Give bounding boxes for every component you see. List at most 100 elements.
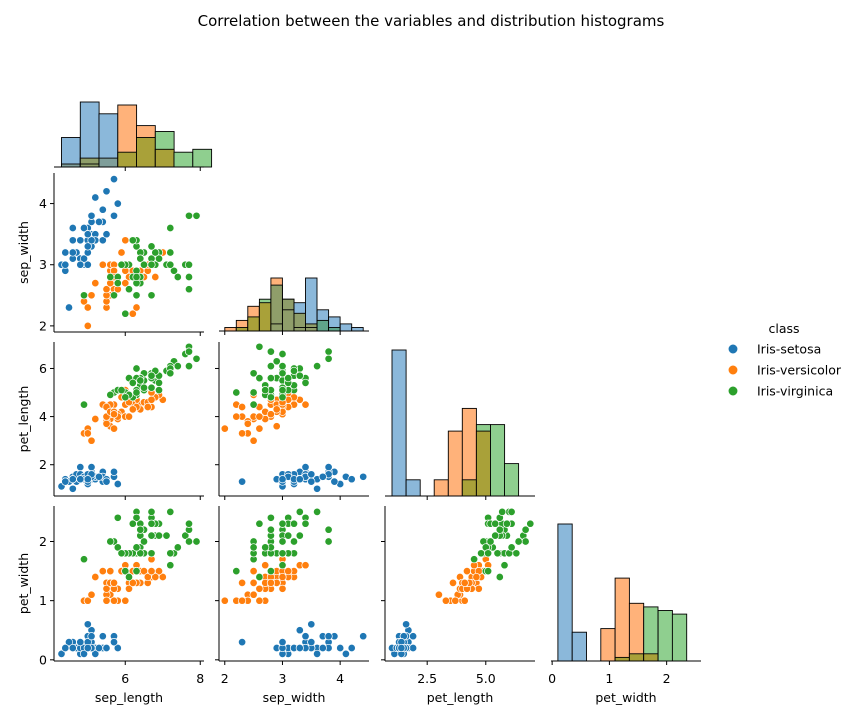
- scatter-point: [238, 596, 247, 605]
- histogram-sep_width: [219, 277, 369, 332]
- histogram-bar: [351, 327, 364, 332]
- scatter-point: [278, 572, 287, 582]
- scatter-point: [61, 248, 70, 257]
- scatter-point: [102, 419, 111, 428]
- scatter-point: [266, 567, 275, 576]
- scatter-point: [184, 285, 194, 294]
- scatter-point: [106, 390, 115, 399]
- scatter-point: [128, 378, 137, 387]
- scatter-point: [249, 543, 258, 552]
- histogram-bar: [235, 327, 249, 332]
- legend-marker: [727, 385, 739, 397]
- scatter-point: [113, 479, 122, 489]
- scatter-point: [121, 596, 130, 605]
- scatter-point: [83, 230, 92, 239]
- scatter-point: [117, 386, 126, 395]
- scatter-point: [313, 362, 322, 371]
- scatter-point: [94, 643, 104, 653]
- scatter-point: [238, 638, 247, 647]
- scatter-point: [147, 291, 156, 300]
- histogram-bar: [154, 148, 175, 168]
- x-axis-label: sep_length: [95, 690, 163, 705]
- legend-marker: [727, 343, 739, 355]
- scatter-point: [301, 519, 310, 528]
- scatter-point: [83, 429, 92, 438]
- scatter-point: [278, 475, 287, 484]
- scatter-point: [136, 376, 145, 385]
- x-axis-label: pet_width: [595, 690, 656, 705]
- scatter-point: [98, 205, 107, 214]
- scatter-point: [173, 543, 182, 552]
- scatter-point: [128, 405, 137, 414]
- scatter-point: [166, 561, 175, 570]
- histogram-bar: [405, 479, 421, 497]
- scatter-point: [132, 364, 141, 373]
- y-axis-label: pet_length: [16, 386, 31, 453]
- scatter-point: [139, 537, 149, 546]
- scatter-point: [301, 400, 310, 409]
- histogram-bar: [657, 610, 673, 662]
- scatter-point: [121, 309, 130, 318]
- histogram-bar: [571, 631, 587, 662]
- scatter-panel-pet_length-vs-sep_width: [218, 342, 369, 497]
- y-tick-label: 4: [39, 196, 47, 211]
- scatter-point: [57, 649, 66, 658]
- scatter-point: [143, 402, 152, 412]
- scatter-point: [500, 561, 509, 570]
- y-axis-label: pet_width: [16, 553, 31, 614]
- x-tick-label: 6: [121, 671, 129, 686]
- scatter-point: [184, 519, 194, 528]
- scatter-point: [102, 230, 111, 239]
- scatter-point: [255, 374, 264, 383]
- y-tick-label: 6: [39, 361, 47, 376]
- scatter-point: [147, 395, 156, 404]
- scatter-point: [521, 537, 530, 546]
- x-tick-label: 2: [663, 671, 671, 686]
- scatter-point: [64, 303, 74, 312]
- scatter-point: [498, 507, 507, 516]
- scatter-point: [266, 513, 275, 522]
- scatter-point: [238, 429, 247, 438]
- scatter-point: [295, 371, 304, 380]
- scatter-point: [249, 436, 258, 445]
- scatter-point: [278, 584, 287, 593]
- y-axis-label: sep_width: [16, 221, 31, 284]
- scatter-point: [169, 266, 179, 275]
- scatter-point: [166, 248, 175, 257]
- scatter-point: [87, 632, 96, 641]
- scatter-point: [121, 567, 130, 576]
- scatter-point: [106, 272, 115, 282]
- scatter-point: [166, 260, 175, 269]
- scatter-point: [220, 596, 229, 605]
- scatter-point: [295, 507, 304, 516]
- scatter-point: [147, 531, 156, 540]
- scatter-point: [109, 467, 119, 476]
- scatter-point: [266, 410, 275, 419]
- scatter-point: [255, 424, 264, 433]
- scatter-point: [117, 260, 126, 269]
- histogram-bar: [643, 606, 659, 662]
- scatter-point: [474, 584, 483, 593]
- y-tick-label: 2: [39, 318, 47, 333]
- scatter-point: [495, 525, 504, 534]
- scatter-point: [91, 414, 100, 424]
- scatter-point: [266, 525, 275, 534]
- scatter-point: [441, 596, 450, 605]
- scatter-point: [68, 475, 77, 484]
- scatter-point: [249, 567, 258, 576]
- scatter-point: [106, 537, 115, 546]
- y-tick-label: 3: [39, 257, 47, 272]
- scatter-point: [272, 405, 281, 414]
- scatter-point: [91, 572, 100, 582]
- scatter-point: [154, 254, 164, 263]
- scatter-point: [124, 572, 134, 582]
- scatter-point: [192, 354, 201, 363]
- scatter-point: [324, 525, 333, 534]
- scatter-point: [313, 484, 322, 493]
- scatter-point: [151, 572, 160, 582]
- scatter-point: [255, 596, 264, 605]
- histogram-bar: [305, 277, 318, 332]
- scatter-point: [451, 596, 460, 605]
- x-tick-label: 0: [548, 671, 556, 686]
- scatter-point: [79, 400, 89, 409]
